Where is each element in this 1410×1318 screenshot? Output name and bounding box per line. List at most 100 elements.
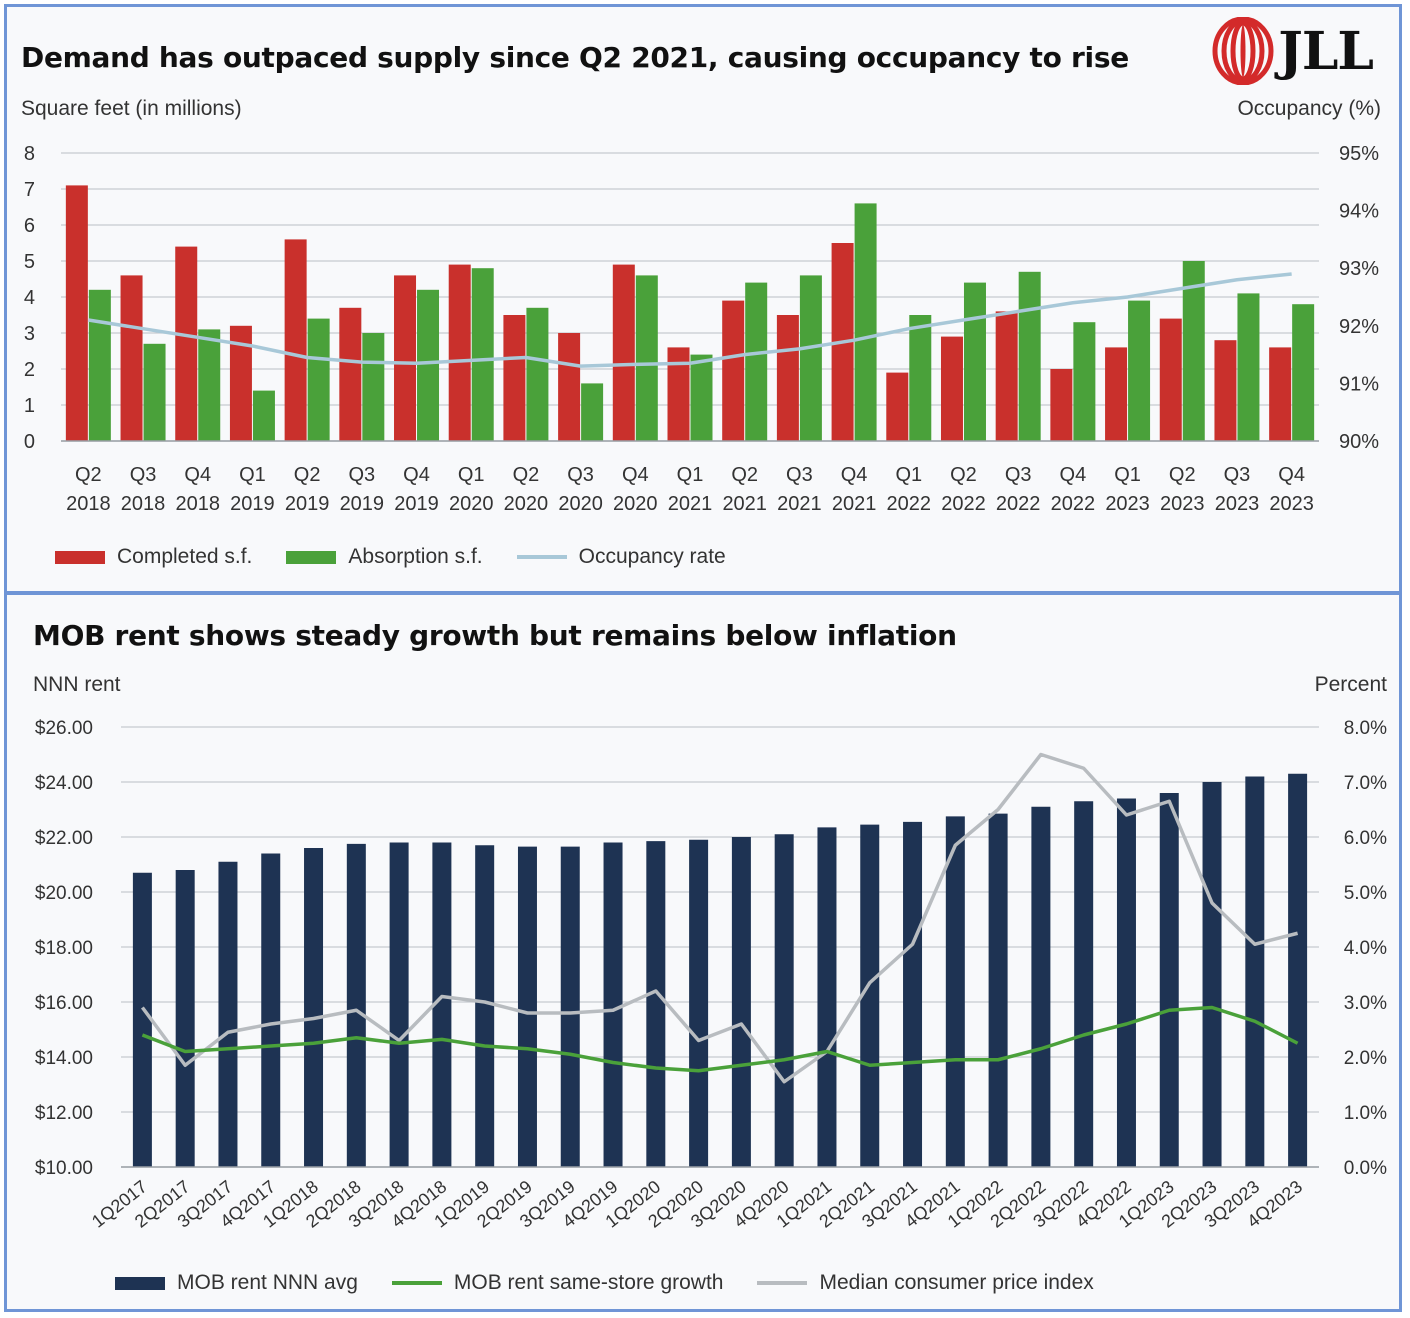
bar-completed-s-f [394, 275, 417, 441]
bar-absorption-s-f [635, 275, 658, 441]
x-tick-quarter: Q4 [184, 464, 211, 486]
bottom-left-axis-title: NNN rent [33, 673, 121, 696]
bar-mob-rent-nnn-avg [988, 813, 1008, 1167]
x-tick-year: 2022 [887, 493, 932, 515]
left-tick-label: $22.00 [35, 828, 93, 849]
bar-mob-rent-nnn-avg [903, 821, 923, 1167]
x-tick-quarter: Q4 [1060, 464, 1087, 486]
left-tick-label: $10.00 [35, 1158, 93, 1179]
right-tick-label: 5.0% [1344, 883, 1387, 904]
x-tick-year: 2019 [340, 493, 385, 515]
x-tick-quarter: Q1 [895, 464, 922, 486]
x-tick-quarter: Q3 [348, 464, 375, 486]
left-tick-label: 8 [24, 143, 35, 165]
x-tick-year: 2020 [504, 493, 549, 515]
bar-absorption-s-f [1292, 304, 1315, 441]
legend-label: Median consumer price index [819, 1271, 1094, 1294]
bar-absorption-s-f [909, 315, 932, 441]
x-tick-year: 2018 [66, 493, 111, 515]
bar-absorption-s-f [745, 282, 768, 441]
left-tick-label: 0 [24, 431, 35, 453]
bar-mob-rent-nnn-avg [432, 842, 452, 1167]
bar-absorption-s-f [581, 383, 604, 441]
bar-absorption-s-f [1237, 293, 1260, 441]
left-tick-label: 3 [24, 323, 35, 345]
bar-mob-rent-nnn-avg [1245, 776, 1265, 1167]
bar-mob-rent-nnn-avg [860, 824, 880, 1167]
x-tick-quarter: Q4 [622, 464, 649, 486]
bar-absorption-s-f [690, 354, 713, 441]
bar-absorption-s-f [854, 203, 877, 441]
bar-completed-s-f [558, 333, 581, 441]
bar-absorption-s-f [252, 390, 275, 441]
left-tick-label: $16.00 [35, 993, 93, 1014]
bar-mob-rent-nnn-avg [1288, 773, 1308, 1167]
bar-absorption-s-f [88, 289, 111, 441]
legend-label: MOB rent NNN avg [177, 1271, 358, 1294]
right-tick-label: 3.0% [1344, 993, 1387, 1014]
bottom-right-axis-title: Percent [1314, 673, 1387, 696]
jll-logo: JLL [1212, 17, 1374, 85]
legend-label: Occupancy rate [578, 545, 726, 568]
left-tick-label: 1 [24, 395, 35, 417]
x-tick-quarter: Q1 [458, 464, 485, 486]
bar-absorption-s-f [1018, 271, 1041, 441]
bar-completed-s-f [722, 300, 745, 441]
line-median-consumer-price-index [140, 752, 1299, 1084]
bar-absorption-s-f [362, 333, 385, 441]
x-tick-quarter: Q4 [1278, 464, 1305, 486]
left-tick-label: 4 [24, 287, 35, 309]
x-tick-year: 2018 [121, 493, 166, 515]
line-occupancy-rate [88, 272, 1292, 368]
left-tick-label: 7 [24, 179, 35, 201]
left-tick-label: 2 [24, 359, 35, 381]
x-tick-quarter: Q1 [677, 464, 704, 486]
x-tick-year: 2023 [1215, 493, 1260, 515]
x-tick-year: 2018 [175, 493, 220, 515]
x-tick-quarter: Q2 [731, 464, 758, 486]
bar-mob-rent-nnn-avg [218, 861, 238, 1167]
bar-completed-s-f [1050, 369, 1073, 441]
bar-completed-s-f [175, 246, 198, 441]
bar-completed-s-f [667, 347, 690, 441]
x-tick-year: 2021 [777, 493, 822, 515]
x-tick-year: 2020 [613, 493, 658, 515]
legend-item-absorption-s-f: Absorption s.f. [286, 545, 483, 569]
bar-completed-s-f [776, 315, 799, 441]
right-tick-label: 4.0% [1344, 938, 1387, 959]
legend-swatch [391, 1281, 442, 1285]
x-tick-quarter: Q3 [567, 464, 594, 486]
bar-completed-s-f [339, 307, 362, 441]
right-tick-label: 6.0% [1344, 828, 1387, 849]
x-tick-quarter: Q3 [130, 464, 157, 486]
bar-absorption-s-f [799, 275, 822, 441]
bar-completed-s-f [65, 185, 88, 441]
bar-mob-rent-nnn-avg [1202, 782, 1222, 1167]
right-tick-label: 8.0% [1344, 718, 1387, 739]
x-tick-quarter: Q2 [294, 464, 321, 486]
left-tick-label: $26.00 [35, 718, 93, 739]
bar-completed-s-f [612, 264, 635, 441]
x-tick-quarter: Q2 [75, 464, 102, 486]
bar-absorption-s-f [1182, 261, 1205, 441]
occupancy-chart-panel: Demand has outpaced supply since Q2 2021… [4, 4, 1402, 594]
x-tick-year: 2022 [941, 493, 986, 515]
bar-absorption-s-f [143, 343, 166, 441]
legend-label: Absorption s.f. [348, 545, 483, 568]
bottom-chart-title: MOB rent shows steady growth but remains… [33, 619, 957, 652]
bar-mob-rent-nnn-avg [517, 846, 537, 1167]
bar-absorption-s-f [417, 289, 440, 441]
x-tick-year: 2022 [996, 493, 1041, 515]
right-tick-label: 0.0% [1344, 1158, 1387, 1179]
line-mob-rent-same-store-growth [141, 1005, 1299, 1073]
bar-mob-rent-nnn-avg [1031, 806, 1051, 1167]
bar-mob-rent-nnn-avg [945, 816, 965, 1167]
bar-absorption-s-f [198, 329, 221, 441]
right-tick-label: 2.0% [1344, 1048, 1387, 1069]
bar-completed-s-f [1214, 340, 1237, 441]
bar-absorption-s-f [1128, 300, 1151, 441]
right-tick-label: 94% [1339, 201, 1379, 223]
x-tick-year: 2023 [1105, 493, 1150, 515]
bar-completed-s-f [1105, 347, 1128, 441]
legend-swatch [757, 1281, 808, 1285]
